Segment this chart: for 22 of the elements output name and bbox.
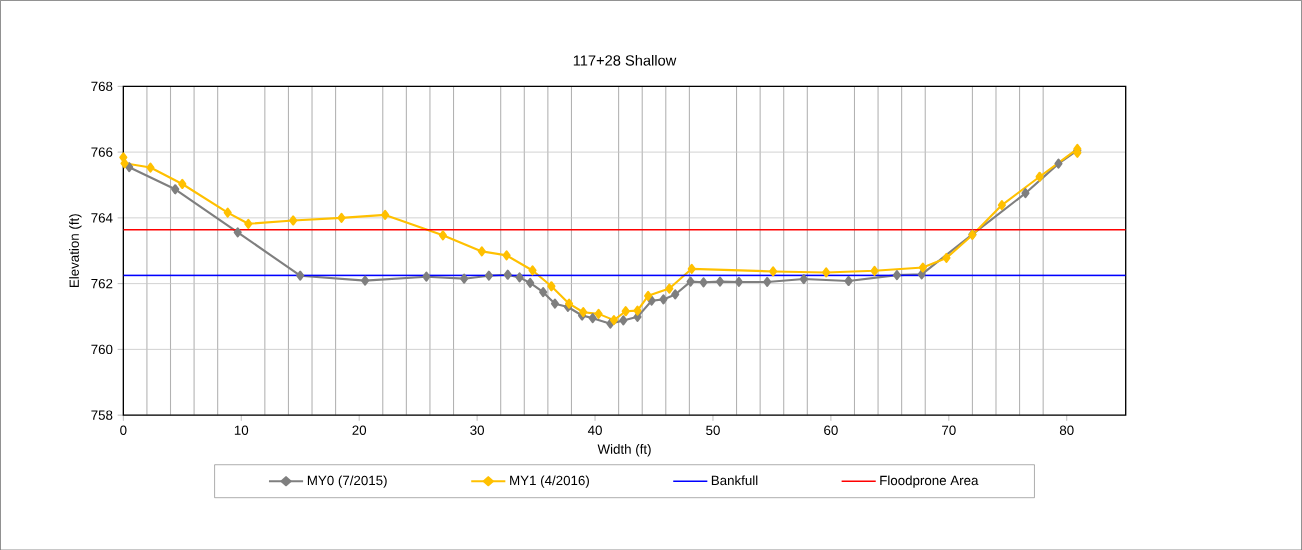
x-tick-label: 10 [234,425,249,435]
x-tick-label: 20 [352,425,367,435]
y-tick-label: 758 [91,410,113,420]
x-tick-label: 0 [120,425,127,435]
x-tick-label: 60 [824,425,838,435]
chart-title: 117+28 Shallow [573,54,677,66]
x-tick-label: 80 [1059,425,1074,435]
y-tick-label: 760 [91,344,113,354]
y-tick-label: 764 [91,212,113,223]
legend-label: MY0 (7/2015) [307,475,387,488]
x-tick-label: 30 [470,425,485,435]
y-axis-title: Elevation (ft) [69,213,82,287]
y-tick-label: 766 [91,147,113,157]
x-tick-label: 40 [587,425,602,435]
legend-label: Floodprone Area [880,475,979,488]
y-tick-label: 762 [91,278,113,289]
x-tick-label: 50 [706,425,720,435]
legend-label: Bankfull [711,475,758,485]
y-tick-label: 768 [91,81,113,91]
legend-label: MY1 (4/2016) [510,475,589,488]
x-axis-title: Width (ft) [597,443,651,457]
x-tick-label: 70 [942,425,956,435]
